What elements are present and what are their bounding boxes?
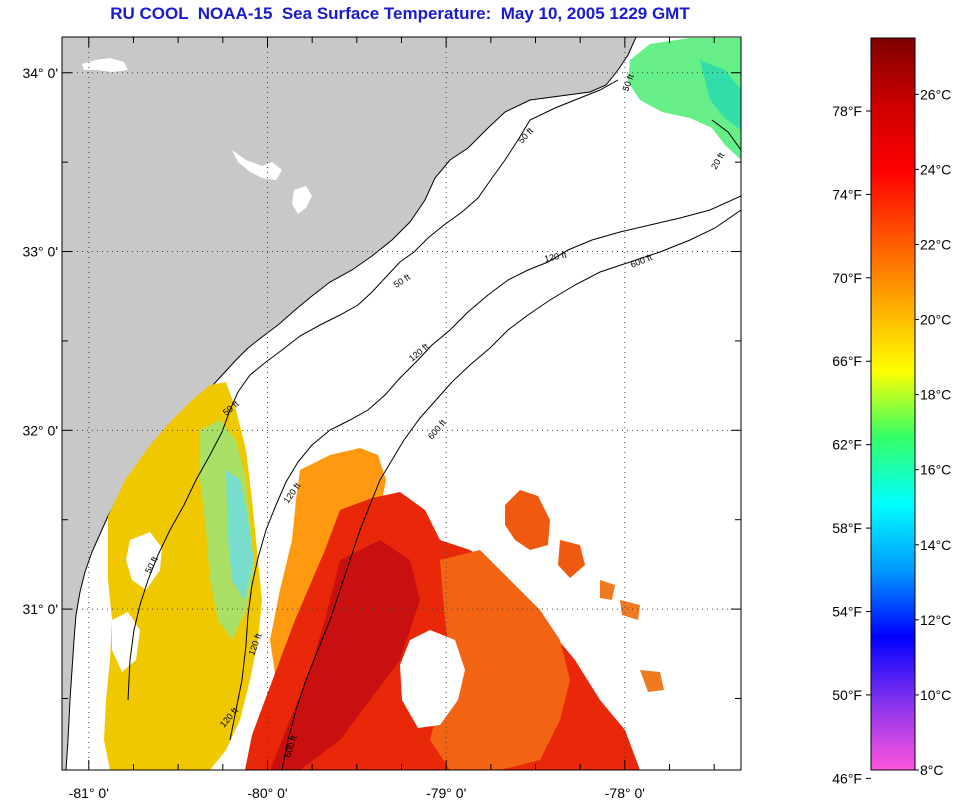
- lon-label: -79° 0': [426, 785, 466, 801]
- cloud-patch: [112, 612, 140, 672]
- celsius-label: 16°C: [920, 462, 951, 478]
- lat-label: 34° 0': [22, 65, 58, 81]
- celsius-label: 20°C: [920, 312, 951, 328]
- celsius-label: 8°C: [920, 762, 944, 778]
- cloud-patch: [292, 186, 312, 214]
- celsius-label: 26°C: [920, 86, 951, 102]
- celsius-label: 12°C: [920, 612, 951, 628]
- lat-label: 33° 0': [22, 244, 58, 260]
- fahrenheit-label: 70°F: [832, 270, 862, 286]
- contour-20ft: [711, 119, 741, 151]
- colorbar-gradient: [870, 37, 916, 771]
- lon-label: -78° 0': [605, 785, 645, 801]
- lon-label: -80° 0': [247, 785, 287, 801]
- celsius-label: 14°C: [920, 537, 951, 553]
- sst-patch-offshore: [430, 550, 570, 770]
- contour-600ft: [281, 209, 741, 770]
- sst-patch-northeast-cool: [700, 60, 741, 130]
- celsius-label: 10°C: [920, 687, 951, 703]
- sst-patch-nearshore-cyan: [226, 470, 254, 600]
- sst-patch-east: [640, 670, 664, 692]
- sst-patch-east: [600, 580, 615, 600]
- lon-label: -81° 0': [69, 785, 109, 801]
- map-title: RU COOL NOAA-15 Sea Surface Temperature:…: [110, 4, 690, 23]
- fahrenheit-labels: 78°F 74°F 70°F 66°F 62°F 58°F 54°F 50°F …: [832, 103, 862, 786]
- fahrenheit-label: 78°F: [832, 103, 862, 119]
- lat-label: 32° 0': [22, 422, 58, 438]
- contour-50ft: [127, 79, 619, 701]
- sst-patch-gulfstream-core: [270, 540, 420, 770]
- cloud-patch: [400, 630, 465, 728]
- contour-120ft: [229, 195, 741, 741]
- graticule: [62, 37, 741, 770]
- sst-patch-east: [620, 600, 640, 620]
- lat-label: 31° 0': [22, 601, 58, 617]
- latitude-labels: 34° 0' 33° 0' 32° 0' 31° 0': [22, 65, 58, 617]
- fahrenheit-label: 58°F: [832, 520, 862, 536]
- fahrenheit-label: 74°F: [832, 186, 862, 202]
- sst-patch-east: [505, 490, 550, 550]
- celsius-label: 22°C: [920, 236, 951, 252]
- axis-ticks: [62, 37, 741, 770]
- cloud-patch: [82, 58, 128, 72]
- sst-map: 50 ft 50 ft 50 ft 50 ft 50 ft 120 ft 120…: [22, 36, 742, 801]
- cloud-patch: [126, 532, 162, 590]
- celsius-label: 18°C: [920, 387, 951, 403]
- sst-patch-east: [558, 540, 585, 578]
- land-mass: [62, 37, 637, 770]
- fahrenheit-label: 62°F: [832, 437, 862, 453]
- celsius-labels: 26°C 24°C 22°C 20°C 18°C 16°C 14°C 12°C …: [920, 86, 951, 778]
- fahrenheit-label: 54°F: [832, 604, 862, 620]
- cloud-patch: [232, 150, 282, 180]
- temperature-colorbar: 78°F 74°F 70°F 66°F 62°F 58°F 54°F 50°F …: [832, 37, 951, 786]
- celsius-label: 24°C: [920, 161, 951, 177]
- fahrenheit-label: 46°F: [832, 770, 862, 786]
- longitude-labels: -81° 0' -80° 0' -79° 0' -78° 0': [69, 785, 645, 801]
- fahrenheit-label: 50°F: [832, 687, 862, 703]
- contour-label-120ft: 120 ft: [543, 249, 568, 264]
- fahrenheit-label: 66°F: [832, 353, 862, 369]
